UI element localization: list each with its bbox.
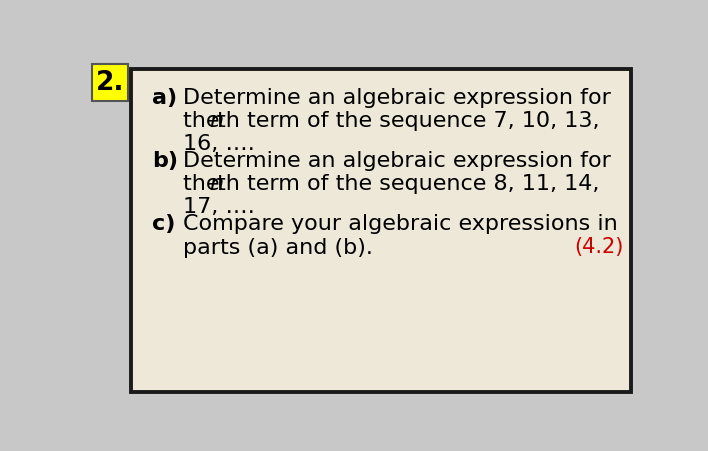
Text: c): c): [152, 214, 176, 234]
Text: n: n: [210, 174, 224, 194]
Text: Compare your algebraic expressions in: Compare your algebraic expressions in: [183, 214, 618, 234]
Text: Determine an algebraic expression for: Determine an algebraic expression for: [183, 88, 611, 108]
Text: a): a): [152, 88, 177, 108]
Text: the: the: [183, 111, 227, 131]
Text: b): b): [152, 151, 178, 171]
Text: 2.: 2.: [96, 70, 125, 96]
FancyBboxPatch shape: [92, 65, 128, 102]
Text: 16, ….: 16, ….: [183, 134, 255, 154]
Text: 17, ….: 17, ….: [183, 197, 255, 217]
Text: n: n: [210, 111, 224, 131]
FancyBboxPatch shape: [131, 69, 631, 392]
Text: parts (a) and (b).: parts (a) and (b).: [183, 237, 373, 257]
Text: th term of the sequence 7, 10, 13,: th term of the sequence 7, 10, 13,: [217, 111, 600, 131]
Text: (4.2): (4.2): [574, 237, 623, 257]
Text: the: the: [183, 174, 227, 194]
Text: Determine an algebraic expression for: Determine an algebraic expression for: [183, 151, 611, 171]
Text: th term of the sequence 8, 11, 14,: th term of the sequence 8, 11, 14,: [217, 174, 600, 194]
